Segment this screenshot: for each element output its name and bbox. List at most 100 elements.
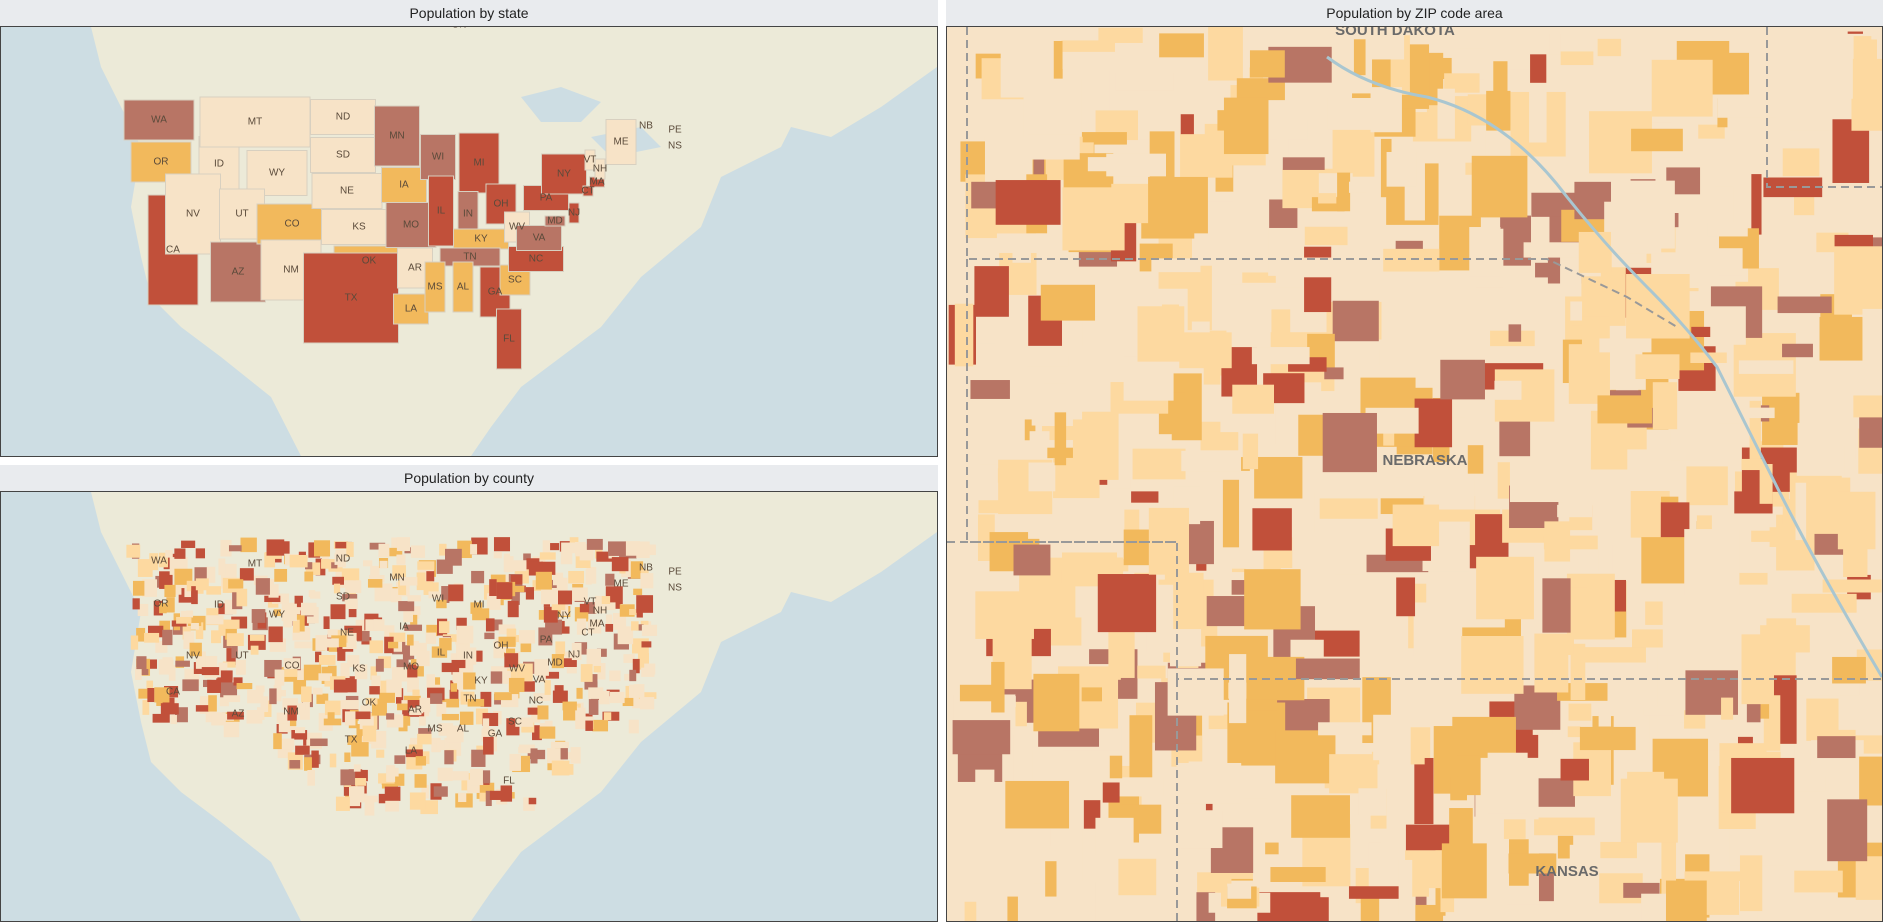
county-shape[interactable] <box>293 668 305 680</box>
zip-area-shape[interactable] <box>1329 754 1378 794</box>
county-shape[interactable] <box>315 651 322 663</box>
county-shape[interactable] <box>559 658 577 668</box>
county-shape[interactable] <box>480 691 492 707</box>
county-shape[interactable] <box>235 659 246 675</box>
zip-area-shape[interactable] <box>1259 119 1308 140</box>
county-shape[interactable] <box>223 695 241 703</box>
county-shape[interactable] <box>342 594 358 602</box>
zip-area-shape[interactable] <box>1542 578 1571 633</box>
zip-area-shape[interactable] <box>1348 181 1367 193</box>
county-shape[interactable] <box>345 676 357 693</box>
county-shape[interactable] <box>579 603 590 613</box>
county-shape[interactable] <box>227 711 244 720</box>
zip-area-shape[interactable] <box>1159 33 1204 58</box>
county-shape[interactable] <box>516 663 533 682</box>
county-shape[interactable] <box>407 595 421 602</box>
county-shape[interactable] <box>408 744 423 753</box>
county-shape[interactable] <box>187 617 202 627</box>
zip-area-shape[interactable] <box>1862 308 1882 373</box>
zip-area-shape[interactable] <box>1353 39 1366 76</box>
zip-area-shape[interactable] <box>1414 398 1453 448</box>
county-shape[interactable] <box>632 658 640 674</box>
county-shape[interactable] <box>130 635 139 650</box>
county-shape[interactable] <box>291 730 308 740</box>
county-shape[interactable] <box>562 651 575 659</box>
county-shape[interactable] <box>323 638 339 648</box>
county-shape[interactable] <box>226 648 236 666</box>
zip-area-shape[interactable] <box>1651 59 1713 117</box>
county-shape[interactable] <box>207 679 222 693</box>
county-shape[interactable] <box>622 697 634 707</box>
zip-area-shape[interactable] <box>1741 458 1765 471</box>
county-shape[interactable] <box>327 665 337 679</box>
county-shape[interactable] <box>330 604 346 620</box>
county-shape[interactable] <box>327 712 335 723</box>
county-shape[interactable] <box>538 610 545 620</box>
county-shape[interactable] <box>629 609 640 616</box>
county-shape[interactable] <box>528 797 537 805</box>
zip-area-shape[interactable] <box>985 827 1051 847</box>
county-shape[interactable] <box>407 634 414 646</box>
zip-area-shape[interactable] <box>1737 736 1753 749</box>
county-shape[interactable] <box>585 720 593 731</box>
county-shape[interactable] <box>436 702 447 717</box>
county-shape[interactable] <box>300 602 317 616</box>
zip-area-shape[interactable] <box>1523 242 1582 258</box>
county-shape[interactable] <box>628 719 639 734</box>
zip-area-shape[interactable] <box>1137 306 1185 362</box>
state-shape-mt[interactable] <box>199 96 311 148</box>
zip-area-shape[interactable] <box>1040 284 1096 321</box>
county-shape[interactable] <box>305 562 313 570</box>
county-shape[interactable] <box>323 616 330 629</box>
county-shape[interactable] <box>324 676 334 687</box>
county-shape[interactable] <box>500 785 513 802</box>
county-shape[interactable] <box>361 795 378 803</box>
county-shape[interactable] <box>200 655 218 668</box>
zip-area-shape[interactable] <box>1360 898 1380 921</box>
zip-area-shape[interactable] <box>1440 359 1485 400</box>
county-shape[interactable] <box>506 668 517 684</box>
zip-area-shape[interactable] <box>1570 643 1586 701</box>
county-shape[interactable] <box>444 737 454 752</box>
zip-area-shape[interactable] <box>997 468 1014 483</box>
county-shape[interactable] <box>398 579 407 595</box>
county-shape[interactable] <box>378 793 386 804</box>
county-shape[interactable] <box>316 693 329 704</box>
county-shape[interactable] <box>170 715 177 725</box>
county-shape[interactable] <box>594 542 603 559</box>
zip-area-shape[interactable] <box>1398 859 1413 916</box>
county-shape[interactable] <box>535 571 552 590</box>
zip-area-shape[interactable] <box>1242 433 1259 470</box>
county-shape[interactable] <box>228 579 244 589</box>
zip-area-shape[interactable] <box>1386 151 1417 187</box>
zip-area-shape[interactable] <box>1327 97 1372 130</box>
county-shape[interactable] <box>160 703 179 715</box>
county-shape[interactable] <box>163 553 175 570</box>
county-shape[interactable] <box>329 753 337 768</box>
county-shape[interactable] <box>379 692 395 703</box>
county-shape[interactable] <box>353 764 361 772</box>
zip-area-shape[interactable] <box>1072 411 1119 480</box>
county-shape[interactable] <box>152 713 170 723</box>
county-shape[interactable] <box>441 662 460 673</box>
county-shape[interactable] <box>426 624 438 637</box>
county-shape[interactable] <box>417 561 435 570</box>
county-shape[interactable] <box>592 719 609 732</box>
zip-area-shape[interactable] <box>1304 226 1348 246</box>
state-shape-wy[interactable] <box>246 150 308 196</box>
county-shape[interactable] <box>430 693 443 704</box>
zip-area-shape[interactable] <box>1252 508 1292 551</box>
county-shape[interactable] <box>176 616 192 624</box>
county-shape[interactable] <box>126 544 141 558</box>
county-shape[interactable] <box>220 670 233 681</box>
zip-area-shape[interactable] <box>1379 716 1411 772</box>
county-shape[interactable] <box>541 561 556 575</box>
county-shape[interactable] <box>273 684 282 702</box>
county-shape[interactable] <box>206 615 224 625</box>
county-shape[interactable] <box>623 654 635 663</box>
zip-area-shape[interactable] <box>1007 896 1018 921</box>
county-shape[interactable] <box>168 665 176 681</box>
county-shape[interactable] <box>367 579 383 588</box>
zip-area-shape[interactable] <box>1597 395 1652 424</box>
county-shape[interactable] <box>310 738 328 747</box>
